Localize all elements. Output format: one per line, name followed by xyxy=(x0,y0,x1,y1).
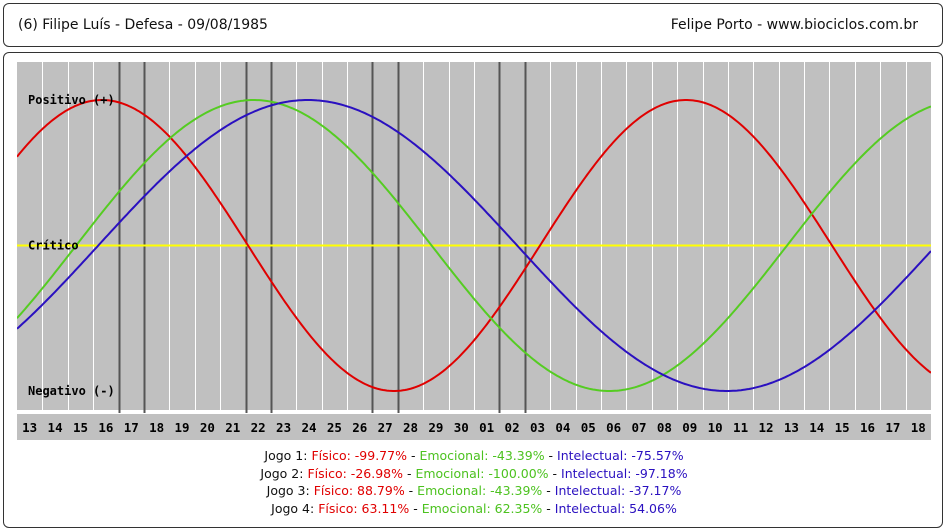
legend-fisico: Físico: 88.79% xyxy=(313,483,405,498)
x-tick-label: 18 xyxy=(149,420,164,435)
legend-emocional: Emocional: 62.35% xyxy=(421,500,543,516)
site-credit: Felipe Porto - www.biociclos.com.br xyxy=(670,17,918,33)
x-tick-label: 21 xyxy=(225,420,240,435)
x-tick-label: 11 xyxy=(733,420,748,435)
legend-row-2: Jogo 2: Físico: -26.98% - Emocional: -10… xyxy=(260,465,688,481)
x-tick-label: 06 xyxy=(606,420,621,435)
x-tick-label: 03 xyxy=(530,420,545,435)
x-tick-label: 15 xyxy=(73,420,88,435)
x-tick-label: 25 xyxy=(327,420,342,435)
x-tick-label: 15 xyxy=(835,420,850,435)
biorhythm-chart: Positivo (+) Crítico Negativo (-) 13 14 15 16 1… xyxy=(17,62,931,440)
x-tick-label: 07 xyxy=(631,420,646,435)
x-tick-label: 16 xyxy=(860,420,875,435)
x-tick-label: 28 xyxy=(403,420,418,435)
legend-fisico: Físico: -26.98% xyxy=(307,465,403,481)
legend-fisico: Físico: 63.11% xyxy=(318,500,410,516)
legend-game-label: Jogo 3: xyxy=(266,483,310,498)
x-tick-label: 02 xyxy=(505,420,520,435)
legend-emocional: Emocional: -43.39% xyxy=(419,448,545,463)
legend-game-label: Jogo 4: xyxy=(271,500,315,516)
x-tick-label: 19 xyxy=(174,420,189,435)
x-tick-label: 12 xyxy=(758,420,773,435)
athlete-info: (6) Filipe Luís - Defesa - 09/08/1985 xyxy=(18,17,268,33)
x-tick-label: 26 xyxy=(352,420,367,435)
legend: Jogo 1: Físico: -99.77% - Emocional: -43… xyxy=(0,447,948,517)
legend-row-1: Jogo 1: Físico: -99.77% - Emocional: -43… xyxy=(264,448,684,463)
legend-row-3: Jogo 3: Físico: 88.79% - Emocional: -43.… xyxy=(266,483,682,498)
x-tick-label: 17 xyxy=(885,420,900,435)
legend-intelectual: Intelectual: 54.06% xyxy=(554,500,677,516)
x-tick-label: 18 xyxy=(911,420,926,435)
legend-game-label: Jogo 1: xyxy=(264,448,308,463)
x-tick-label: 30 xyxy=(454,420,469,435)
x-tick-label: 27 xyxy=(378,420,393,435)
y-annotation-label: Negativo (-) xyxy=(28,384,115,398)
x-tick-label: 13 xyxy=(784,420,799,435)
x-tick-label: 20 xyxy=(200,420,215,435)
x-label-band xyxy=(17,414,931,440)
x-tick-label: 10 xyxy=(708,420,723,435)
y-annotation-label: Crítico xyxy=(28,239,79,253)
header-bar: (6) Filipe Luís - Defesa - 09/08/1985 Fe… xyxy=(3,3,943,47)
y-annotation-label: Positivo (+) xyxy=(28,93,115,107)
x-tick-label: 23 xyxy=(276,420,291,435)
x-tick-label: 17 xyxy=(124,420,139,435)
x-tick-label: 05 xyxy=(581,420,596,435)
x-tick-label: 04 xyxy=(555,420,570,435)
x-tick-label: 16 xyxy=(98,420,113,435)
x-tick-label: 29 xyxy=(428,420,443,435)
x-tick-label: 09 xyxy=(682,420,697,435)
legend-emocional: Emocional: -100.00% xyxy=(415,465,549,481)
legend-fisico: Físico: -99.77% xyxy=(311,448,407,463)
legend-intelectual: Intelectual: -37.17% xyxy=(554,483,682,498)
x-tick-label: 14 xyxy=(809,420,824,435)
x-tick-label: 13 xyxy=(22,420,37,435)
series-intelectual-line xyxy=(17,99,931,392)
series-fisico-line xyxy=(17,99,931,392)
series-emocional-line xyxy=(17,99,931,392)
x-tick-label: 22 xyxy=(251,420,266,435)
legend-intelectual: Intelectual: -75.57% xyxy=(557,448,684,463)
x-tick-label: 14 xyxy=(48,420,63,435)
x-tick-label: 24 xyxy=(301,420,316,435)
legend-game-label: Jogo 2: xyxy=(260,465,304,481)
legend-row-4: Jogo 4: Físico: 63.11% - Emocional: 62.3… xyxy=(271,500,677,516)
legend-emocional: Emocional: -43.39% xyxy=(417,483,543,498)
x-tick-label: 01 xyxy=(479,420,494,435)
legend-intelectual: Intelectual: -97.18% xyxy=(561,465,688,481)
x-tick-label: 08 xyxy=(657,420,672,435)
